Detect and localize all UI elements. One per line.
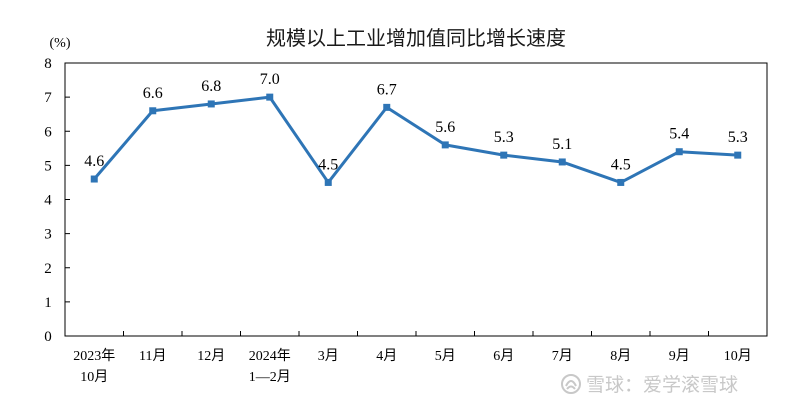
data-point [207, 100, 215, 108]
data-point [500, 151, 508, 159]
data-point [383, 103, 391, 111]
x-tick-label: 12月 [197, 348, 225, 364]
data-label: 6.8 [201, 78, 221, 95]
x-tick-label: 7月 [552, 348, 573, 364]
data-label: 6.7 [377, 81, 397, 98]
data-label: 4.6 [84, 153, 104, 170]
y-axis-unit: (%) [50, 36, 71, 51]
data-labels: 4.6 6.6 6.8 7.0 4.5 6.7 5.6 5.3 5.1 4.5 5.4 5.3 [84, 71, 748, 173]
x-tick-label: 3月 [318, 348, 339, 364]
snowball-logo-icon [561, 374, 581, 394]
data-label: 5.6 [435, 119, 455, 136]
watermark-text: 雪球：爱学滚雪球 [586, 374, 738, 396]
data-point [617, 178, 625, 186]
series-line [93, 95, 738, 184]
x-tick-label: 4月 [376, 348, 397, 364]
y-tick-label: 8 [44, 56, 52, 72]
y-tick-label: 3 [44, 227, 52, 243]
x-tick-label: 8月 [610, 348, 631, 364]
data-point [734, 151, 742, 159]
x-axis: 2023年 10月 11月 12月 2024年 1—2月 3月 4月 5月 6月 7月 8月 9月 10月 [64, 331, 768, 385]
x-tick-label: 2024年 1—2月 [249, 348, 291, 385]
data-label: 4.5 [318, 156, 338, 173]
data-label: 5.4 [669, 126, 689, 143]
data-point [441, 141, 449, 149]
data-point [558, 158, 566, 166]
data-label: 4.5 [611, 156, 631, 173]
data-point [675, 148, 683, 156]
x-tick-label: 10月 [724, 348, 752, 364]
y-tick-label: 6 [44, 124, 52, 140]
data-label: 7.0 [260, 71, 280, 88]
data-point [149, 107, 157, 115]
x-tick-label: 5月 [435, 348, 456, 364]
y-tick-label: 5 [44, 158, 52, 174]
x-tick-label: 6月 [493, 348, 514, 364]
y-axis: 0 1 2 3 4 5 6 7 8 [44, 56, 70, 345]
data-point [324, 178, 332, 186]
data-label: 5.1 [552, 136, 572, 153]
data-label: 5.3 [728, 129, 748, 146]
series-layer [90, 93, 742, 186]
y-tick-label: 1 [44, 295, 52, 311]
data-label: 6.6 [143, 85, 163, 102]
x-tick-label: 11月 [139, 348, 166, 364]
data-label: 5.3 [494, 129, 514, 146]
y-tick-label: 4 [44, 193, 52, 209]
x-tick-label: 2023年 10月 [73, 348, 115, 385]
y-tick-label: 0 [44, 329, 52, 345]
plot-area-frame [64, 62, 768, 337]
watermark: 雪球：爱学滚雪球 [561, 374, 738, 396]
y-tick-label: 2 [44, 261, 52, 277]
chart-title: 规模以上工业增加值同比增长速度 [266, 26, 566, 50]
data-point [266, 93, 274, 101]
x-tick-label: 9月 [669, 348, 690, 364]
data-point [90, 175, 98, 183]
y-tick-label: 7 [44, 90, 52, 106]
